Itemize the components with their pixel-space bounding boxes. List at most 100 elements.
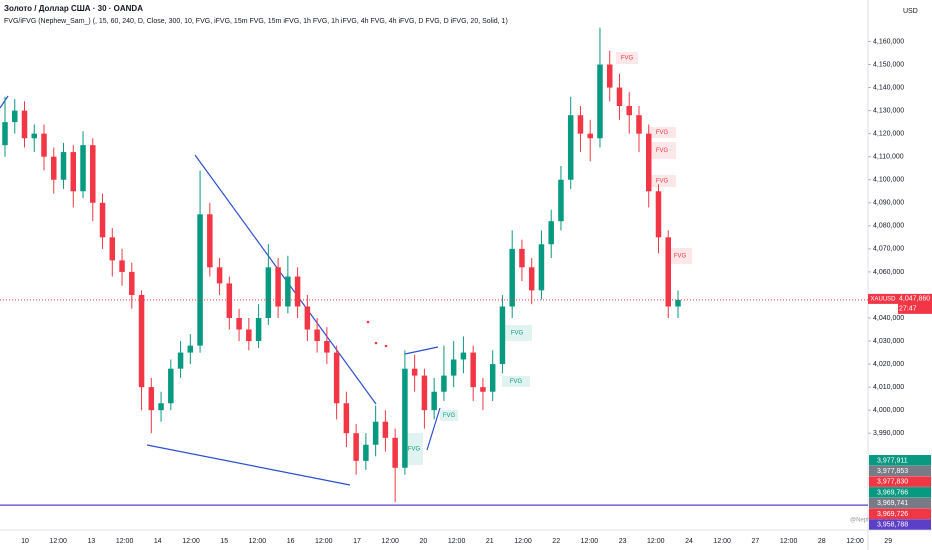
candle-body [187,345,194,353]
candle-body [51,156,57,180]
fvg-box [648,142,676,159]
x-tick-label: 12:00 [49,538,67,545]
candle-body [519,248,525,268]
candle-body [392,437,398,468]
candle-body [538,244,545,291]
candle-body [597,64,603,139]
candle-body [675,299,681,307]
candle-body [636,115,642,134]
fvg-box [668,248,692,264]
candle-body [294,276,301,307]
candle-body [158,403,164,411]
fvg-label: FVG [408,447,421,453]
y-tick-label: 4,090,000 [873,200,904,207]
candle-body [665,237,671,307]
x-tick-label: 12:00 [713,538,731,545]
y-tick-label: 3,990,000 [873,430,904,437]
candle-body [168,368,174,404]
price-tag [869,497,931,509]
candle-body [119,260,125,272]
candle-body [177,352,184,369]
candle-body [353,433,359,461]
fvg-label: FVG [656,179,669,185]
x-tick-label: 12:00 [249,538,267,545]
candle-body [460,352,467,360]
price-tag-label: 3,977,911 [877,457,908,464]
candle-body [207,214,213,268]
x-tick-label: 12:00 [846,538,864,545]
x-tick-label: 12:00 [182,538,200,545]
x-tick-label: 14 [154,538,162,545]
candle-body [216,267,223,284]
candle-body [148,387,155,411]
x-tick-label: 20 [420,538,428,545]
candle-body [528,267,535,291]
fvg-box [502,325,532,341]
y-tick-label: 4,160,000 [873,38,904,45]
x-tick-label: 24 [685,538,693,545]
fvg-box [648,127,676,138]
drawings [0,95,441,486]
price-tag [869,508,931,519]
candle-body [31,133,38,139]
candle-body [587,133,593,139]
price-tag-label: 3,969,726 [877,511,908,518]
symbol-tag [868,293,898,304]
x-tick-label: 15 [220,538,228,545]
y-tick-label: 4,100,000 [873,177,904,184]
x-tick-label: 10 [21,538,29,545]
dot [366,320,370,324]
y-tick-label: 4,140,000 [873,84,904,91]
candle-body [606,64,613,88]
x-tick-label: 23 [619,538,627,545]
x-tick-label: 13 [88,538,96,545]
x-tick-label: 12:00 [315,538,333,545]
candle-body [275,267,281,307]
x-tick-label: 12:00 [780,538,798,545]
trend-line [426,407,441,451]
y-tick-label: 4,150,000 [873,61,904,68]
candle-body [99,202,106,238]
candle-body [499,306,506,365]
trend-line [146,444,351,486]
candle-body [363,444,369,461]
countdown: 27:47 [899,306,917,313]
candle-body [90,145,96,203]
candle-body [567,115,574,180]
indicator-label: FVG/iFVG (Nephew_Sam_) (, 15, 60, 240, D… [4,18,508,25]
candle-body [21,110,28,139]
y-tick-label: 4,070,000 [873,246,904,253]
fvg-label: FVG [511,331,524,337]
candle-body [450,359,457,376]
candle-body [226,283,233,318]
candle-body [129,271,135,295]
candle-body [60,152,67,180]
candle-body [80,145,86,192]
candle-body [558,179,564,222]
x-tick-label: 21 [486,538,494,545]
candle-body [236,318,242,330]
fvg-label: FVG [674,254,687,260]
candle-body [70,152,77,192]
fvg-label: FVG [621,56,634,62]
price-tag [869,465,931,477]
fvg-label: FVG [656,130,669,136]
dot [384,344,388,348]
candle-body [304,306,311,330]
fvg-box [648,175,676,187]
candle-body [265,267,272,318]
candle-body [480,387,486,392]
fvg-box [405,433,423,465]
x-tick-label: 17 [353,538,361,545]
y-tick-label: 4,080,000 [873,223,904,230]
candle-body [138,294,145,388]
y-tick-label: 4,000,000 [873,407,904,414]
candle-body [382,421,389,438]
price-tag [869,487,931,498]
last-price-tag [898,293,932,314]
price-tag-label: 3,969,766 [877,489,908,496]
candle-body [509,248,515,307]
candle-body [41,133,47,157]
